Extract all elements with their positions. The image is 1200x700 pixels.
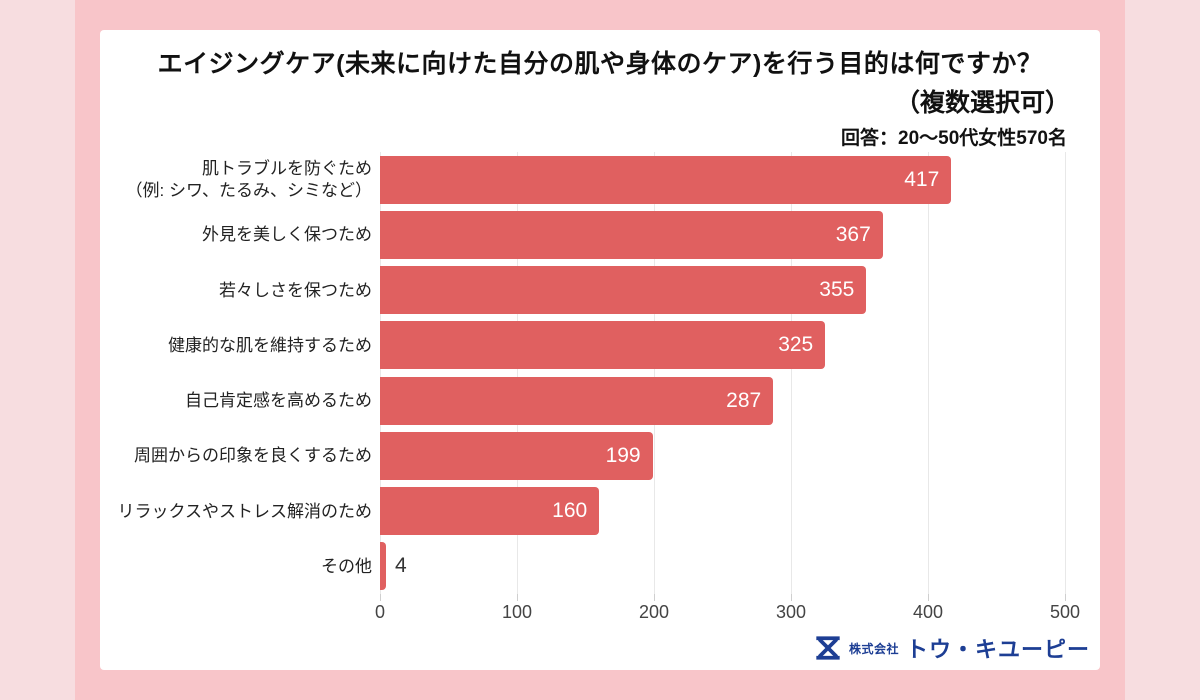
bar: 325 (380, 321, 826, 370)
x-axis-label: 400 (912, 602, 944, 622)
x-axis-label: 300 (775, 602, 807, 622)
bar-track: 367 (380, 210, 1100, 259)
bar: 417 (380, 155, 952, 204)
bar: 199 (380, 431, 653, 480)
category-label: 若々しさを保つため (219, 280, 372, 300)
bar-track: 287 (380, 376, 1100, 425)
bar-track: 355 (380, 266, 1100, 315)
value-label: 417 (904, 167, 940, 191)
x-axis-label: 0 (374, 602, 386, 622)
bar-row: 健康的な肌を維持するため 325 (100, 318, 1100, 373)
category-label: 自己肯定感を高めるため (185, 391, 372, 410)
gridline (517, 152, 518, 594)
value-label: 287 (726, 388, 762, 412)
bar-track: 325 (380, 321, 1100, 370)
bar-row: その他 4 (100, 539, 1100, 594)
axis-tick (791, 594, 792, 601)
company-name: トウ・キユーピー (905, 637, 1090, 662)
x-axis-label: 500 (1049, 602, 1081, 622)
bar-row: 自己肯定感を高めるため 287 (100, 373, 1100, 428)
bar: 355 (380, 266, 867, 315)
x-axis: 0 100 200 300 400 500 (375, 602, 1080, 628)
gridline (791, 152, 792, 594)
bar (380, 542, 386, 591)
category-label: リラックスやストレス解消のため (117, 501, 373, 521)
bar-chart: 肌トラブルを防ぐため （例: シワ、たるみ、シミなど） 417 外見を美しく保つた… (100, 152, 1100, 652)
bar: 287 (380, 376, 774, 425)
gridline (1065, 152, 1066, 594)
value-label: 199 (605, 443, 641, 467)
company-prefix: 株式会社 (848, 641, 899, 656)
value-label: 367 (835, 222, 871, 246)
bar-row: 周囲からの印象を良くするため 199 (100, 428, 1100, 483)
chart-title-note: （複数選択可） (894, 89, 1070, 117)
bar-row: リラックスやストレス解消のため 160 (100, 484, 1100, 539)
value-label: 160 (552, 499, 588, 523)
x-axis-label: 200 (638, 602, 670, 622)
company-logo: 株式会社 トウ・キユーピー (814, 632, 1090, 664)
bar-track: 417 (380, 155, 1100, 204)
bar-row: 肌トラブルを防ぐため （例: シワ、たるみ、シミなど） 417 (100, 152, 1100, 207)
bar-rows: 肌トラブルを防ぐため （例: シワ、たるみ、シミなど） 417 外見を美しく保つた… (100, 152, 1100, 594)
bar-row: 外見を美しく保つため 367 (100, 207, 1100, 262)
axis-tick (654, 594, 655, 601)
plot-area (380, 152, 1066, 601)
axis-tick (1065, 594, 1066, 601)
category-label: 肌トラブルを防ぐため （例: シワ、たるみ、シミなど） (125, 159, 372, 200)
gridline (928, 152, 929, 594)
value-label: 355 (819, 278, 855, 302)
x-axis-label: 100 (501, 602, 533, 622)
chart-title: エイジングケア(未来に向けた自分の肌や身体のケア)を行う目的は何ですか？ (157, 50, 1043, 78)
category-label: 周囲からの印象を良くするため (134, 446, 372, 466)
axis-tick (380, 594, 381, 601)
axis-tick (517, 594, 518, 601)
company-logo-icon (816, 636, 840, 660)
category-label: 健康的な肌を維持するため (168, 335, 372, 355)
bar-row: 若々しさを保つため 355 (100, 263, 1100, 318)
category-label: その他 (321, 556, 372, 576)
bar-track: 4 (380, 542, 1100, 591)
bar-track: 199 (380, 431, 1100, 480)
bar: 160 (380, 487, 600, 536)
category-label: 外見を美しく保つため (202, 225, 372, 245)
value-label: 4 (395, 554, 407, 578)
bar: 367 (380, 210, 883, 259)
axis-tick (928, 594, 929, 601)
bar-track: 160 (380, 487, 1100, 536)
chart-subtitle: 回答：20〜50代女性570名 (841, 128, 1067, 149)
gridline (654, 152, 655, 594)
chart-card: エイジングケア(未来に向けた自分の肌や身体のケア)を行う目的は何ですか？ （複数… (100, 30, 1100, 670)
value-label: 325 (778, 333, 814, 357)
gridline (380, 152, 381, 594)
